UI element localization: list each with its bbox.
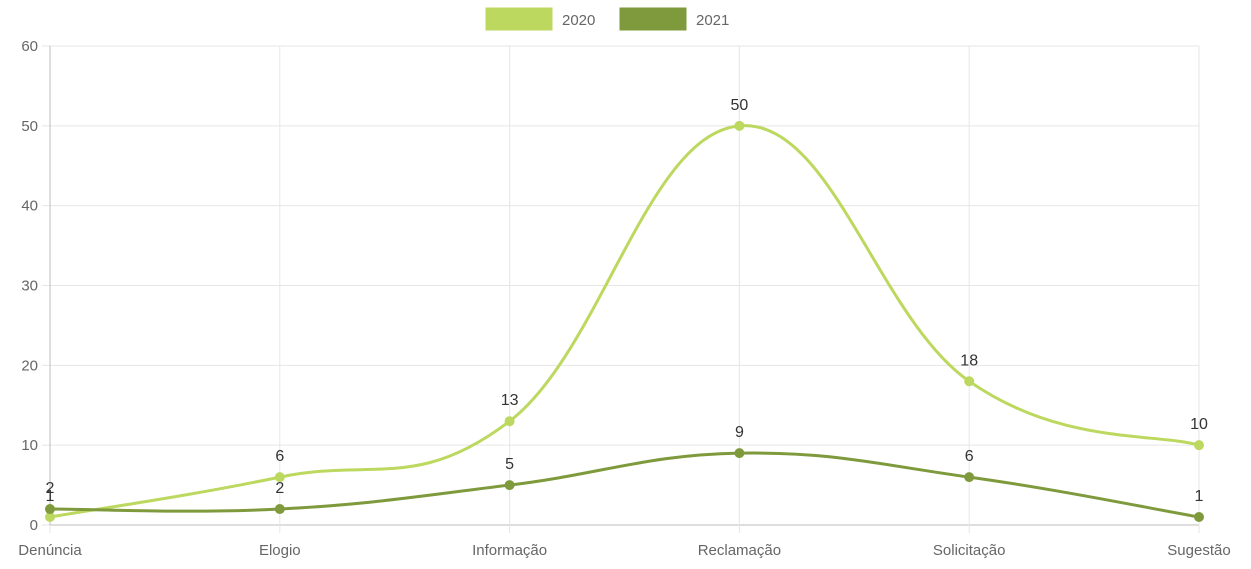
- y-tick-label: 20: [21, 357, 38, 374]
- data-point-2021: [1194, 512, 1204, 523]
- data-label-2021: 1: [1195, 488, 1204, 505]
- x-tick-label: Informação: [472, 542, 547, 559]
- data-label-2020: 6: [275, 448, 284, 465]
- y-tick-label: 30: [21, 278, 38, 295]
- data-label-2020: 50: [731, 97, 749, 114]
- x-tick-label: Denúncia: [18, 542, 82, 559]
- y-tick-label: 60: [21, 38, 38, 55]
- data-point-2020: [1194, 440, 1204, 451]
- data-label-2020: 1: [46, 488, 55, 505]
- data-label-2021: 5: [505, 456, 514, 473]
- y-tick-label: 0: [30, 517, 38, 534]
- data-point-2020: [734, 120, 745, 131]
- legend-swatch-2020[interactable]: [485, 7, 553, 31]
- y-tick-label: 10: [21, 437, 38, 454]
- data-label-2020: 10: [1190, 416, 1208, 433]
- data-label-2021: 2: [46, 480, 55, 497]
- y-tick-label: 50: [21, 118, 38, 135]
- legend-label-2021[interactable]: 2021: [696, 12, 729, 29]
- x-tick-label: Sugestão: [1167, 542, 1230, 559]
- data-point-2021: [964, 472, 975, 483]
- legend-swatch-2021[interactable]: [619, 7, 687, 31]
- data-point-2020: [964, 376, 975, 387]
- legend-label-2020[interactable]: 2020: [562, 12, 595, 29]
- data-label-2021: 9: [735, 424, 744, 441]
- data-label-2020: 13: [501, 392, 519, 409]
- data-point-2020: [274, 472, 285, 483]
- x-tick-label: Solicitação: [933, 542, 1006, 559]
- y-tick-label: 40: [21, 198, 38, 215]
- x-tick-label: Reclamação: [698, 542, 781, 559]
- x-tick-label: Elogio: [259, 542, 301, 559]
- data-label-2021: 6: [965, 448, 974, 465]
- data-label-2021: 2: [275, 480, 284, 497]
- series-line-2021: [49, 451, 1200, 519]
- data-point-2021: [45, 504, 55, 515]
- data-point-2021: [504, 480, 515, 491]
- series-line-2020: [49, 124, 1200, 519]
- data-point-2021: [734, 448, 745, 459]
- data-point-2021: [274, 504, 285, 515]
- data-label-2020: 18: [960, 352, 978, 369]
- data-point-2020: [504, 416, 515, 427]
